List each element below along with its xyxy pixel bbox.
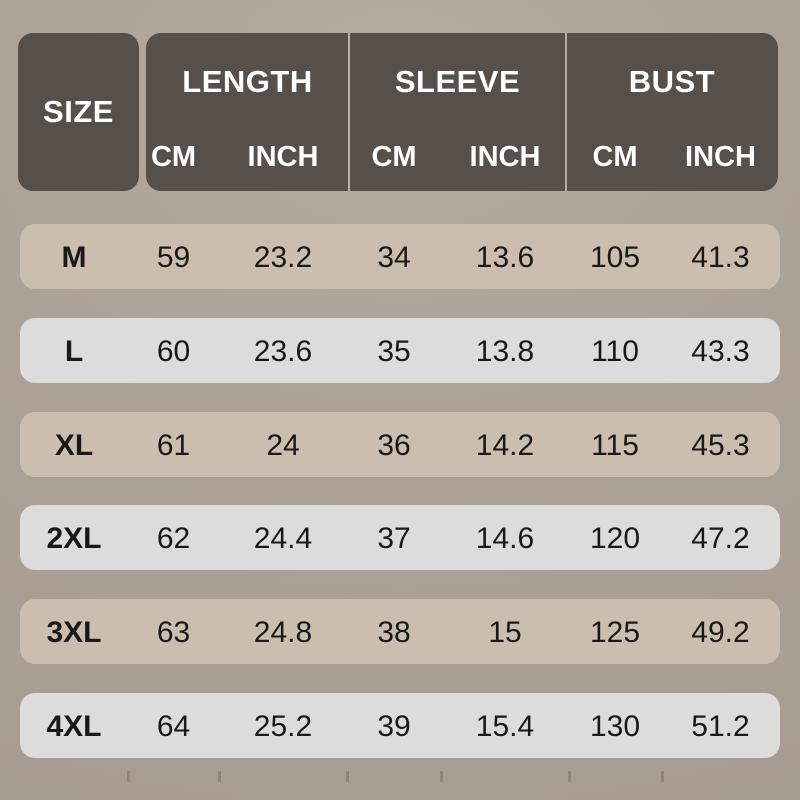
- bust-inch-label: INCH: [685, 140, 756, 173]
- header-measurements-cell: [146, 33, 778, 191]
- row-value: 15.4: [475, 709, 535, 743]
- row-value: 23.2: [253, 240, 313, 274]
- column-tick-mark: [440, 771, 443, 782]
- row-size-label: 3XL: [46, 615, 102, 649]
- row-value: 61: [156, 428, 191, 462]
- row-value: 120: [589, 521, 641, 555]
- row-value: 110: [591, 334, 639, 368]
- table-row-m: M 59 23.2 34 13.6 105 41.3: [20, 224, 780, 289]
- size-header-label: SIZE: [43, 94, 114, 129]
- row-value: 37: [377, 521, 411, 555]
- row-value: 15: [488, 615, 522, 649]
- row-value: 14.6: [475, 521, 535, 555]
- row-value: 45.3: [691, 428, 750, 462]
- table-row-3xl: 3XL 63 24.8 38 15 125 49.2: [20, 599, 780, 664]
- row-value: 51.2: [691, 709, 750, 743]
- row-value: 24: [266, 428, 300, 462]
- table-row-4xl: 4XL 64 25.2 39 15.4 130 51.2: [20, 693, 780, 758]
- row-value: 105: [589, 240, 641, 274]
- row-value: 60: [156, 334, 191, 368]
- row-value: 59: [156, 240, 191, 274]
- row-value: 63: [156, 615, 191, 649]
- table-row-2xl: 2XL 62 24.4 37 14.6 120 47.2: [20, 505, 780, 570]
- row-size-label: L: [64, 334, 84, 368]
- column-tick-mark: [127, 771, 130, 782]
- row-value: 39: [377, 709, 411, 743]
- row-value: 41.3: [691, 240, 750, 274]
- header-size-cell: SIZE: [18, 33, 139, 191]
- row-value: 24.8: [253, 615, 313, 649]
- table-row-xl: XL 61 24 36 14.2 115 45.3: [20, 412, 780, 477]
- row-value: 13.6: [475, 240, 535, 274]
- row-value: 13.8: [475, 334, 535, 368]
- column-tick-mark: [218, 771, 221, 782]
- row-value: 36: [377, 428, 411, 462]
- column-tick-mark: [661, 771, 664, 782]
- row-value: 43.3: [691, 334, 750, 368]
- row-value: 14.2: [475, 428, 535, 462]
- row-size-label: XL: [54, 428, 94, 462]
- sleeve-inch-label: INCH: [469, 140, 541, 173]
- length-header-label: LENGTH: [182, 64, 313, 99]
- row-size-label: 4XL: [46, 709, 102, 743]
- column-tick-mark: [346, 771, 349, 782]
- row-value: 34: [377, 240, 411, 274]
- bust-header-label: BUST: [628, 64, 716, 99]
- row-size-label: 2XL: [46, 521, 102, 555]
- row-value: 130: [589, 709, 641, 743]
- sleeve-cm-label: CM: [371, 140, 417, 173]
- column-tick-mark: [568, 771, 571, 782]
- row-value: 23.6: [253, 334, 313, 368]
- length-cm-label: CM: [150, 140, 197, 173]
- header-divider-sleeve-bust: [565, 33, 567, 191]
- table-row-l: L 60 23.6 35 13.8 110 43.3: [20, 318, 780, 383]
- sleeve-header-label: SLEEVE: [394, 64, 521, 99]
- row-size-label: M: [61, 240, 87, 274]
- row-value: 25.2: [253, 709, 313, 743]
- row-value: 38: [377, 615, 411, 649]
- row-value: 125: [589, 615, 641, 649]
- header-divider-length-sleeve: [348, 33, 350, 191]
- row-value: 49.2: [691, 615, 750, 649]
- bust-cm-label: CM: [592, 140, 638, 173]
- row-value: 24.4: [253, 521, 313, 555]
- row-value: 35: [377, 334, 411, 368]
- row-value: 47.2: [691, 521, 750, 555]
- unit-header-spacer: [20, 133, 128, 181]
- length-inch-label: INCH: [247, 140, 319, 173]
- row-value: 62: [156, 521, 191, 555]
- unit-header-row: CM INCH CM INCH CM INCH: [20, 133, 780, 181]
- row-value: 64: [156, 709, 191, 743]
- row-value: 115: [591, 428, 639, 462]
